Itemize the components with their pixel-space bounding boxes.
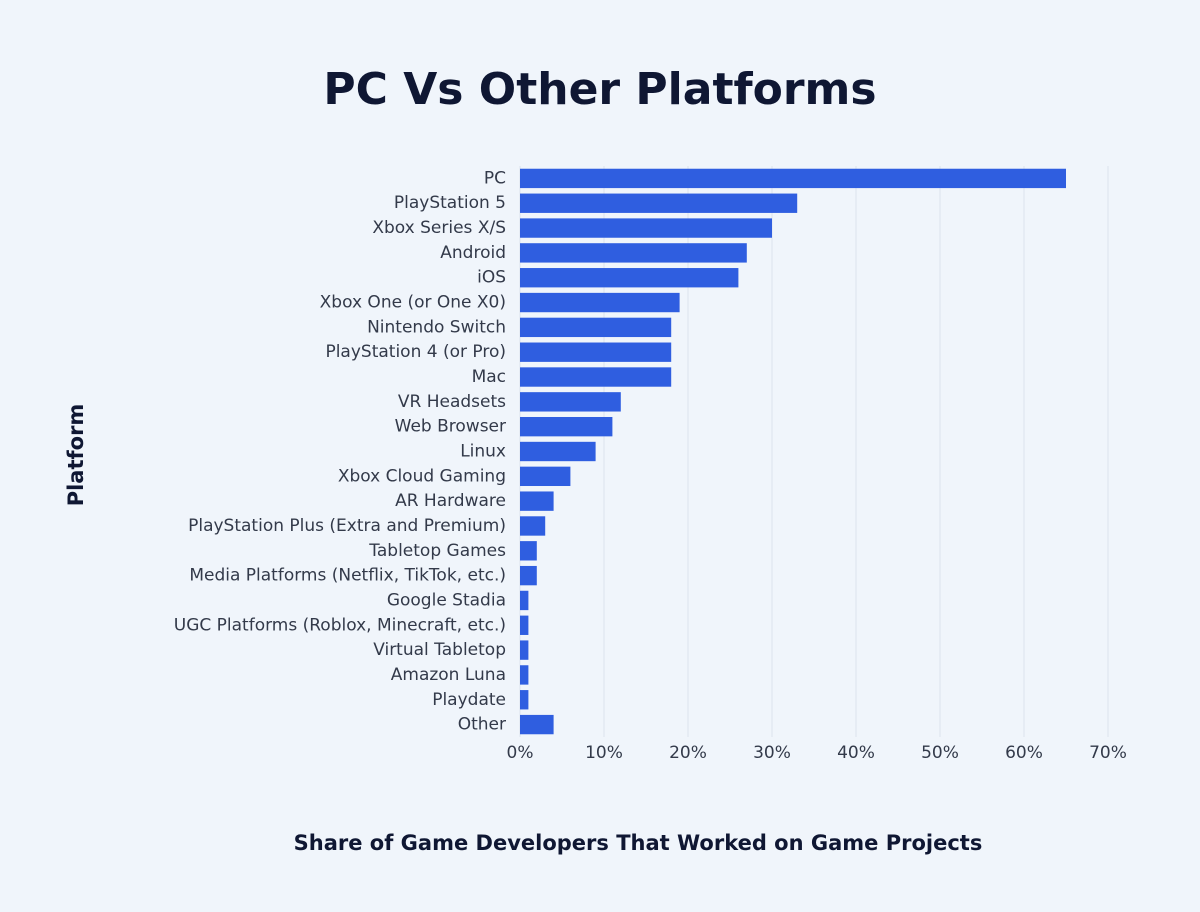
x-tick-label: 50% [921, 743, 959, 763]
bar [520, 516, 546, 536]
x-tick-label: 20% [669, 743, 707, 763]
y-tick-label: Virtual Tabletop [373, 640, 506, 660]
bar [520, 392, 621, 412]
bar [520, 466, 571, 487]
y-tick-label: Playdate [432, 690, 506, 710]
y-tick-label: Mac [472, 367, 506, 387]
bar [520, 690, 529, 710]
y-tick-label: Web Browser [395, 417, 506, 437]
x-tick-label: 70% [1089, 743, 1127, 763]
bar [520, 640, 529, 660]
y-tick-label: VR Headsets [398, 392, 506, 412]
y-tick-label: Google Stadia [387, 590, 506, 610]
x-tick-label: 30% [753, 743, 791, 763]
y-tick-label: iOS [477, 268, 506, 288]
x-tick-label: 0% [507, 743, 534, 763]
bar [520, 342, 672, 362]
bar [520, 541, 537, 561]
y-tick-label: Tabletop Games [368, 541, 506, 561]
bar [520, 292, 680, 313]
y-axis-title: Platform [64, 404, 88, 507]
bar [520, 491, 554, 511]
bar [520, 590, 529, 611]
bar [520, 615, 529, 635]
x-tick-label: 10% [585, 743, 623, 763]
bar [520, 367, 672, 387]
y-tick-label: UGC Platforms (Roblox, Minecraft, etc.) [174, 615, 506, 635]
y-tick-label: Media Platforms (Netflix, TikTok, etc.) [189, 566, 506, 586]
x-tick-label: 60% [1005, 743, 1043, 763]
y-tick-label: Android [440, 243, 506, 263]
bar [520, 416, 613, 437]
y-tick-label: Amazon Luna [391, 665, 506, 685]
x-tick-label: 40% [837, 743, 875, 763]
chart-title: PC Vs Other Platforms [323, 64, 876, 115]
bar [520, 168, 1066, 189]
y-tick-label: PlayStation Plus (Extra and Premium) [188, 516, 506, 536]
y-tick-label: Other [458, 715, 506, 735]
y-tick-label: Nintendo Switch [367, 317, 506, 337]
bar [520, 565, 537, 586]
bar [520, 218, 772, 238]
y-tick-label: Xbox Cloud Gaming [338, 466, 506, 486]
bar [520, 193, 798, 213]
bar [520, 268, 739, 288]
y-tick-label: Linux [460, 442, 506, 462]
y-tick-label: Xbox One (or One X0) [320, 293, 506, 313]
bar [520, 441, 596, 462]
y-tick-label: PC [484, 168, 506, 188]
bar [520, 714, 554, 735]
bar [520, 243, 747, 263]
y-tick-label: AR Hardware [395, 491, 506, 511]
y-tick-label: Xbox Series X/S [372, 218, 506, 238]
y-tick-label: PlayStation 4 (or Pro) [325, 342, 506, 362]
bar [520, 317, 672, 338]
y-tick-label: PlayStation 5 [394, 193, 506, 213]
bar [520, 665, 529, 685]
x-axis-title: Share of Game Developers That Worked on … [294, 831, 983, 855]
